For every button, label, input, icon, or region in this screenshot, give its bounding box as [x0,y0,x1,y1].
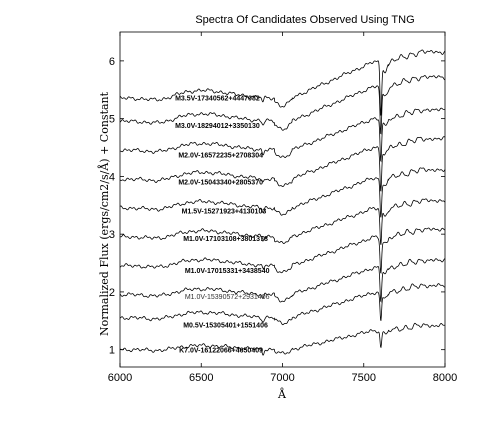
spectrum-line [119,49,446,116]
x-tick-label: 8000 [433,372,457,384]
y-tick-label: 4 [109,171,115,183]
y-tick-label: 5 [109,114,115,126]
spectrum-line [119,167,446,218]
spectrum-label: M2.0V-16572235+2708304 [178,152,263,159]
spectra-lines [119,49,446,356]
y-tick-label: 3 [109,229,115,241]
spectrum-line [119,198,446,245]
spectrum-label: M1.5V-15271923+4130103 [182,208,267,215]
spectrum-line [119,227,446,274]
spectrum-line [119,283,446,326]
spectrum-label: M1.0V-17103108+3801378 [183,236,268,243]
x-tick-label: 6500 [189,372,213,384]
x-tick-label: 6000 [108,372,132,384]
spectrum-label: M3.5V-17340562+4447082 [175,96,260,103]
y-tick-label: 1 [109,345,115,357]
spectrum-label: M0.5V-15305401+1551406 [183,323,268,330]
spectrum-line [119,136,446,192]
y-axis-ticks: 1 2 3 4 5 6 [109,56,445,357]
spectrum-label: M1.0V-15390572+2931406 [185,294,270,301]
spectrum-label: K7.0V-16122066+4650409 [179,348,263,355]
x-tick-label: 7500 [352,372,376,384]
spectrum-line [119,322,446,356]
y-tick-label: 2 [109,287,115,299]
spectrum-labels: K7.0V-16122066+4650409 M0.5V-15305401+155… [175,96,270,355]
chart-title: Spectra Of Candidates Observed Using TNG [195,14,414,26]
x-axis-label: Å [277,387,287,401]
spectrum-line [119,107,446,163]
x-tick-label: 7000 [270,372,294,384]
spectrum-line [119,258,446,303]
x-axis-ticks: 6000 6500 7000 7500 8000 [108,32,457,384]
y-axis-label: Normalized Flux (ergs/cm2/s/Å) + Constan… [97,91,111,336]
spectrum-label: M2.0V-15043340+2805370 [178,179,263,186]
spectrum-label: M1.0V-17015331+3438540 [185,268,270,275]
spectrum-line [119,75,446,135]
y-tick-label: 6 [109,56,115,68]
spectrum-label: M3.0V-18294012+3350130 [175,123,260,130]
